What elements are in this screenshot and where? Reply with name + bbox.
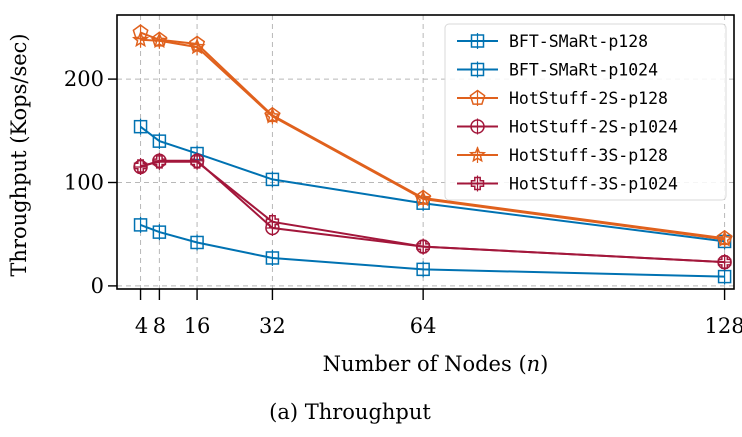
legend-marker-hotstuff-2s-p1024	[470, 119, 485, 134]
series-line-hotstuff-3s-p128	[140, 38, 725, 241]
x-tick-label: 8	[153, 314, 166, 338]
legend-label: HotStuff-3S-p1024	[509, 175, 678, 194]
data-point-bft-smart-p128	[152, 134, 167, 148]
data-point-hotstuff-3s-p1024	[133, 159, 148, 173]
y-axis-label: Throughput (Kops/sec)	[7, 33, 31, 276]
y-tick-label: 200	[64, 67, 104, 91]
x-axis-label: Number of Nodes (n)	[323, 352, 549, 376]
legend-item-hotstuff-2s-p1024: HotStuff-2S-p1024	[457, 118, 678, 137]
legend-label: HotStuff-3S-p128	[509, 146, 668, 165]
data-point-hotstuff-3s-p1024	[152, 155, 167, 169]
plot-frame	[116, 14, 735, 290]
data-point-hotstuff-3s-p128	[414, 190, 432, 207]
series-layer	[132, 24, 734, 285]
legend-marker-hotstuff-2s-p128	[469, 89, 486, 105]
data-point-hotstuff-3s-p1024	[416, 239, 430, 254]
legend-label: BFT-SMaRt-p1024	[509, 61, 658, 80]
legend-label: HotStuff-2S-p1024	[509, 118, 678, 137]
series-line-hotstuff-3s-p1024	[140, 160, 725, 264]
data-point-hotstuff-3s-p1024	[717, 255, 732, 269]
x-axis-label-suffix: )	[540, 352, 548, 376]
data-point-hotstuff-3s-p128	[150, 31, 168, 49]
series-hotstuff-3s-p128	[132, 30, 734, 248]
data-point-hotstuff-3s-p1024	[265, 215, 280, 229]
data-point-bft-smart-p1024	[133, 218, 148, 232]
y-tick-label: 0	[91, 274, 104, 298]
legend-item-bft-smart-p128: BFT-SMaRt-p128	[457, 32, 648, 51]
y-axis-ticks: 0 100 200	[64, 67, 117, 298]
data-point-hotstuff-3s-p1024	[190, 155, 204, 169]
data-point-hotstuff-3s-p128	[188, 38, 206, 55]
series-line-bft-smart-p1024	[140, 223, 725, 278]
legend-marker-hotstuff-3s-p128	[468, 146, 487, 163]
series-bft-smart-p1024	[133, 216, 732, 285]
legend-marker-hotstuff-3s-p1024	[470, 176, 485, 191]
legend-label: HotStuff-2S-p128	[509, 89, 668, 108]
x-tick-label: 64	[410, 314, 437, 338]
series-line-bft-smart-p128	[139, 125, 725, 243]
legend-item-hotstuff-3s-p128: HotStuff-3S-p128	[457, 146, 668, 165]
x-axis-label-var: n	[527, 352, 541, 376]
legend-label: BFT-SMaRt-p128	[509, 32, 648, 51]
data-point-bft-smart-p1024	[190, 235, 204, 250]
series-hotstuff-3s-p1024	[133, 153, 732, 271]
x-axis-ticks: 4 8 16 32 64 128	[135, 289, 742, 338]
legend: BFT-SMaRt-p128 BFT-SMaRt-p1024 HotStuff-2S…	[444, 23, 727, 201]
x-axis-label-prefix: Number of Nodes (	[323, 352, 527, 376]
legend-marker-bft-smart-p1024	[470, 62, 485, 77]
x-tick-label: 128	[705, 314, 742, 338]
data-point-bft-smart-p128	[133, 119, 148, 134]
x-tick-label: 4	[135, 314, 148, 338]
data-point-bft-smart-p1024	[416, 262, 430, 277]
legend-item-bft-smart-p1024: BFT-SMaRt-p1024	[457, 61, 658, 80]
data-point-hotstuff-3s-p128	[263, 107, 281, 124]
y-tick-label: 100	[64, 171, 104, 195]
x-tick-label: 16	[184, 314, 211, 338]
legend-item-hotstuff-2s-p128: HotStuff-2S-p128	[457, 89, 668, 108]
figure-caption: (a) Throughput	[269, 400, 431, 424]
legend-box	[444, 23, 727, 201]
data-point-hotstuff-3s-p128	[132, 30, 150, 48]
data-point-bft-smart-p1024	[717, 269, 732, 284]
data-point-bft-smart-p1024	[265, 251, 280, 265]
data-point-bft-smart-p1024	[152, 225, 167, 239]
data-point-hotstuff-3s-p128	[716, 230, 734, 247]
x-tick-label: 32	[259, 314, 286, 338]
data-point-bft-smart-p128	[265, 172, 280, 187]
legend-marker-bft-smart-p128	[470, 34, 485, 48]
legend-item-hotstuff-3s-p1024: HotStuff-3S-p1024	[457, 175, 678, 194]
